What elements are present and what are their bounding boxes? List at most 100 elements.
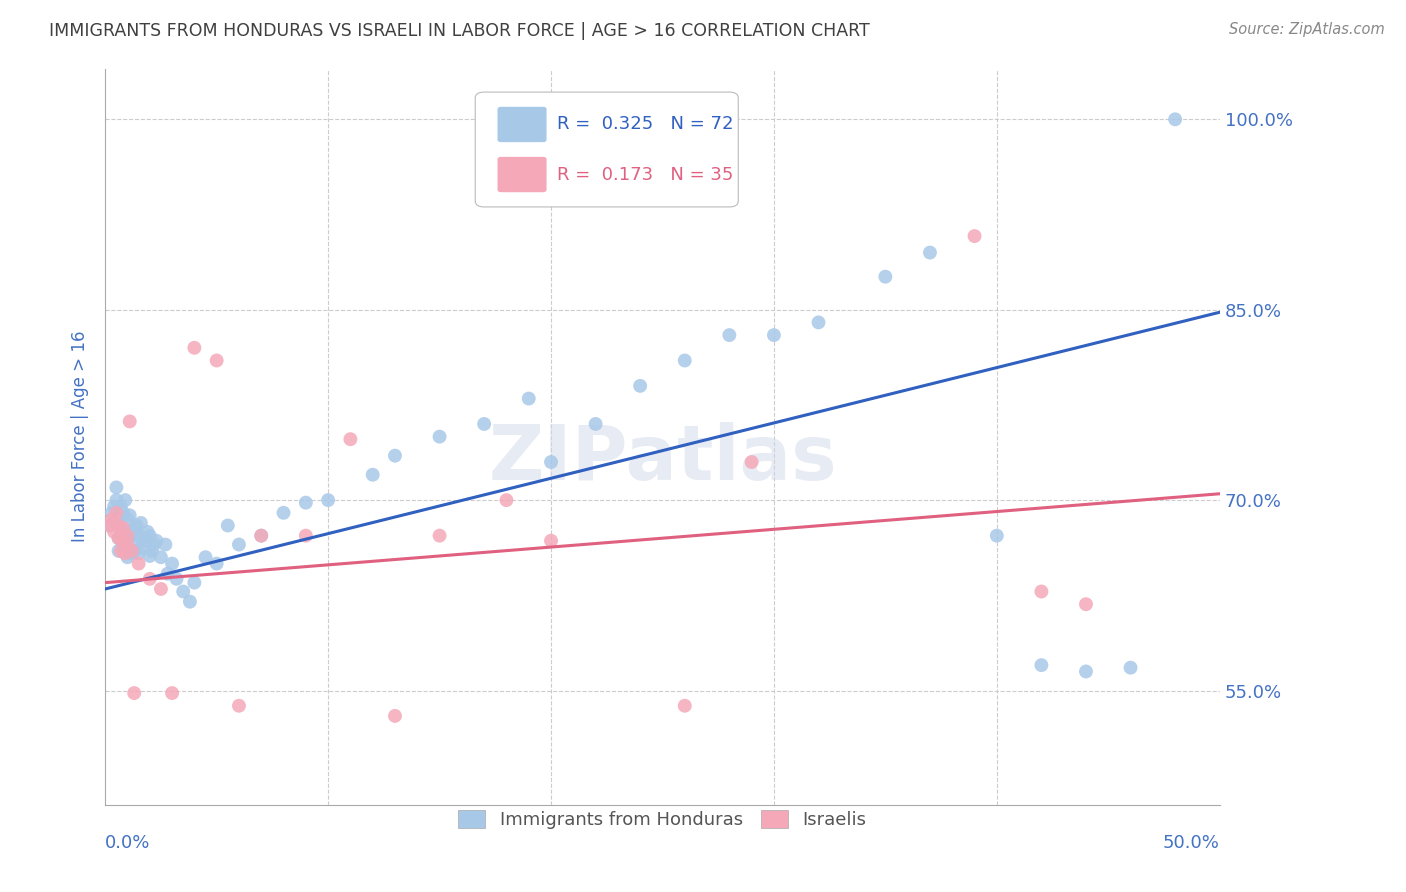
Point (155, 537, 177, 551)
Point (194, 550, 217, 565)
FancyBboxPatch shape (475, 92, 738, 207)
Point (112, 521, 135, 535)
Point (205, 353, 228, 368)
Point (228, 698, 250, 713)
Point (118, 414, 141, 428)
Point (295, 529, 318, 543)
Point (228, 537, 250, 551)
Point (112, 533, 135, 548)
Point (122, 544, 145, 558)
Point (125, 518, 148, 533)
Point (339, 432, 361, 446)
Text: 50.0%: 50.0% (1163, 834, 1220, 852)
Point (139, 529, 162, 543)
Point (673, 698, 696, 713)
Point (183, 341, 205, 355)
Point (117, 512, 139, 526)
Point (118, 529, 141, 543)
Point (149, 582, 172, 596)
Point (110, 518, 132, 533)
Point (143, 537, 166, 551)
Point (205, 557, 228, 571)
Y-axis label: In Labor Force | Age > 16: In Labor Force | Age > 16 (72, 331, 89, 542)
Point (107, 531, 129, 545)
Point (156, 566, 179, 581)
Point (101, 512, 124, 526)
Point (112, 537, 135, 551)
Point (986, 529, 1008, 543)
Point (172, 584, 194, 599)
Point (875, 269, 897, 284)
Point (128, 529, 150, 543)
Point (110, 529, 132, 543)
Point (918, 245, 941, 260)
Point (762, 328, 785, 343)
Point (141, 544, 163, 558)
Point (125, 537, 148, 551)
Point (1074, 597, 1097, 611)
Point (105, 493, 128, 508)
Point (117, 529, 139, 543)
Point (112, 506, 135, 520)
Point (117, 537, 139, 551)
Point (540, 455, 562, 469)
Point (105, 480, 128, 494)
Point (112, 524, 135, 539)
Point (110, 544, 132, 558)
Text: 0.0%: 0.0% (105, 834, 150, 852)
Text: Source: ZipAtlas.com: Source: ZipAtlas.com (1229, 22, 1385, 37)
Point (429, 529, 451, 543)
Point (107, 544, 129, 558)
Point (741, 455, 763, 469)
Point (105, 506, 128, 520)
Point (145, 533, 167, 548)
Point (963, 229, 986, 244)
Point (1119, 661, 1142, 675)
Point (117, 550, 139, 565)
Point (114, 546, 136, 560)
Point (179, 595, 201, 609)
Point (139, 549, 162, 563)
Point (540, 533, 562, 548)
Point (1164, 112, 1187, 127)
Point (107, 531, 129, 545)
Point (129, 516, 152, 530)
Point (1074, 665, 1097, 679)
Point (1031, 584, 1053, 599)
Point (129, 541, 152, 556)
Point (160, 686, 183, 700)
Point (103, 500, 125, 514)
Point (160, 557, 183, 571)
Point (139, 572, 162, 586)
Point (166, 572, 188, 586)
Point (136, 524, 159, 539)
Point (183, 575, 205, 590)
Point (384, 449, 406, 463)
Point (673, 353, 696, 368)
Text: R =  0.325   N = 72: R = 0.325 N = 72 (557, 115, 733, 134)
Point (98, 518, 121, 533)
Point (149, 550, 172, 565)
Point (122, 521, 145, 535)
Point (295, 496, 318, 510)
Point (1031, 658, 1053, 673)
Text: R =  0.173   N = 35: R = 0.173 N = 35 (557, 166, 733, 184)
Point (134, 533, 156, 548)
Point (585, 417, 607, 431)
Point (98, 518, 121, 533)
Point (122, 686, 145, 700)
Point (517, 392, 540, 406)
Point (718, 328, 741, 343)
Point (128, 546, 150, 560)
Point (472, 417, 495, 431)
FancyBboxPatch shape (498, 107, 547, 142)
Point (103, 524, 125, 539)
Point (250, 529, 273, 543)
Point (495, 493, 517, 508)
Point (132, 531, 155, 545)
Legend: Immigrants from Honduras, Israelis: Immigrants from Honduras, Israelis (451, 803, 873, 836)
Text: IMMIGRANTS FROM HONDURAS VS ISRAELI IN LABOR FORCE | AGE > 16 CORRELATION CHART: IMMIGRANTS FROM HONDURAS VS ISRAELI IN L… (49, 22, 870, 40)
Point (628, 379, 651, 393)
Point (429, 430, 451, 444)
Text: ZIPatlas: ZIPatlas (488, 422, 837, 496)
